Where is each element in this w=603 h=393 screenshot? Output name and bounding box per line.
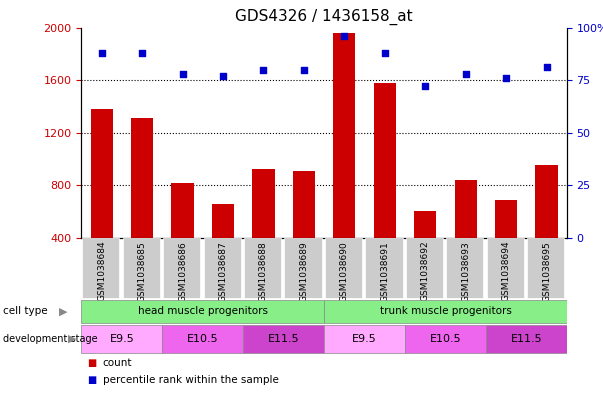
- Text: ■: ■: [87, 358, 96, 367]
- Bar: [535, 165, 558, 238]
- Point: [461, 71, 470, 77]
- Point: [541, 64, 551, 71]
- Bar: [212, 204, 234, 238]
- FancyBboxPatch shape: [81, 300, 324, 323]
- Point: [259, 66, 268, 73]
- Text: GSM1038685: GSM1038685: [137, 241, 147, 301]
- Bar: [374, 83, 396, 238]
- Text: E11.5: E11.5: [511, 334, 542, 344]
- FancyBboxPatch shape: [405, 325, 486, 353]
- FancyBboxPatch shape: [244, 239, 281, 298]
- FancyBboxPatch shape: [487, 239, 524, 298]
- Text: ▶: ▶: [68, 334, 76, 344]
- FancyBboxPatch shape: [324, 325, 405, 353]
- FancyBboxPatch shape: [162, 325, 243, 353]
- Bar: [131, 118, 153, 238]
- Text: E11.5: E11.5: [268, 334, 300, 344]
- Bar: [333, 33, 355, 238]
- Bar: [455, 180, 477, 238]
- Point: [97, 50, 107, 56]
- Text: GSM1038693: GSM1038693: [461, 241, 470, 301]
- FancyBboxPatch shape: [81, 325, 162, 353]
- Bar: [495, 200, 517, 238]
- FancyBboxPatch shape: [325, 239, 362, 298]
- FancyBboxPatch shape: [204, 239, 241, 298]
- Text: E9.5: E9.5: [352, 334, 377, 344]
- Point: [137, 50, 147, 56]
- Text: GSM1038691: GSM1038691: [380, 241, 390, 301]
- Point: [420, 83, 430, 90]
- Text: GSM1038689: GSM1038689: [299, 241, 308, 301]
- FancyBboxPatch shape: [163, 239, 200, 298]
- Point: [339, 33, 349, 39]
- Text: E10.5: E10.5: [187, 334, 218, 344]
- FancyBboxPatch shape: [365, 239, 403, 298]
- FancyBboxPatch shape: [82, 239, 119, 298]
- FancyBboxPatch shape: [243, 325, 324, 353]
- Bar: [414, 211, 437, 238]
- Text: GSM1038695: GSM1038695: [542, 241, 551, 301]
- Bar: [171, 183, 194, 238]
- FancyBboxPatch shape: [486, 325, 567, 353]
- Text: E9.5: E9.5: [110, 334, 134, 344]
- Text: GSM1038688: GSM1038688: [259, 241, 268, 301]
- Text: GSM1038684: GSM1038684: [97, 241, 106, 301]
- Text: GSM1038694: GSM1038694: [502, 241, 511, 301]
- FancyBboxPatch shape: [324, 300, 567, 323]
- Point: [501, 75, 511, 81]
- Text: E10.5: E10.5: [430, 334, 461, 344]
- Text: GSM1038690: GSM1038690: [340, 241, 349, 301]
- Text: ■: ■: [87, 375, 96, 385]
- Bar: [252, 169, 274, 238]
- Text: cell type: cell type: [3, 307, 48, 316]
- Text: head muscle progenitors: head muscle progenitors: [137, 307, 268, 316]
- Text: ▶: ▶: [59, 307, 68, 316]
- FancyBboxPatch shape: [446, 239, 484, 298]
- Text: count: count: [103, 358, 132, 367]
- FancyBboxPatch shape: [406, 239, 443, 298]
- Bar: [293, 171, 315, 238]
- Text: percentile rank within the sample: percentile rank within the sample: [103, 375, 279, 385]
- Point: [380, 50, 390, 56]
- Point: [178, 71, 188, 77]
- Text: GSM1038692: GSM1038692: [421, 241, 430, 301]
- Text: development stage: development stage: [3, 334, 98, 344]
- Text: GSM1038686: GSM1038686: [178, 241, 187, 301]
- FancyBboxPatch shape: [527, 239, 564, 298]
- Point: [299, 66, 309, 73]
- Text: GSM1038687: GSM1038687: [218, 241, 227, 301]
- Title: GDS4326 / 1436158_at: GDS4326 / 1436158_at: [235, 9, 413, 25]
- FancyBboxPatch shape: [122, 239, 160, 298]
- Text: trunk muscle progenitors: trunk muscle progenitors: [379, 307, 511, 316]
- FancyBboxPatch shape: [285, 239, 321, 298]
- Bar: [90, 109, 113, 238]
- Point: [218, 73, 228, 79]
